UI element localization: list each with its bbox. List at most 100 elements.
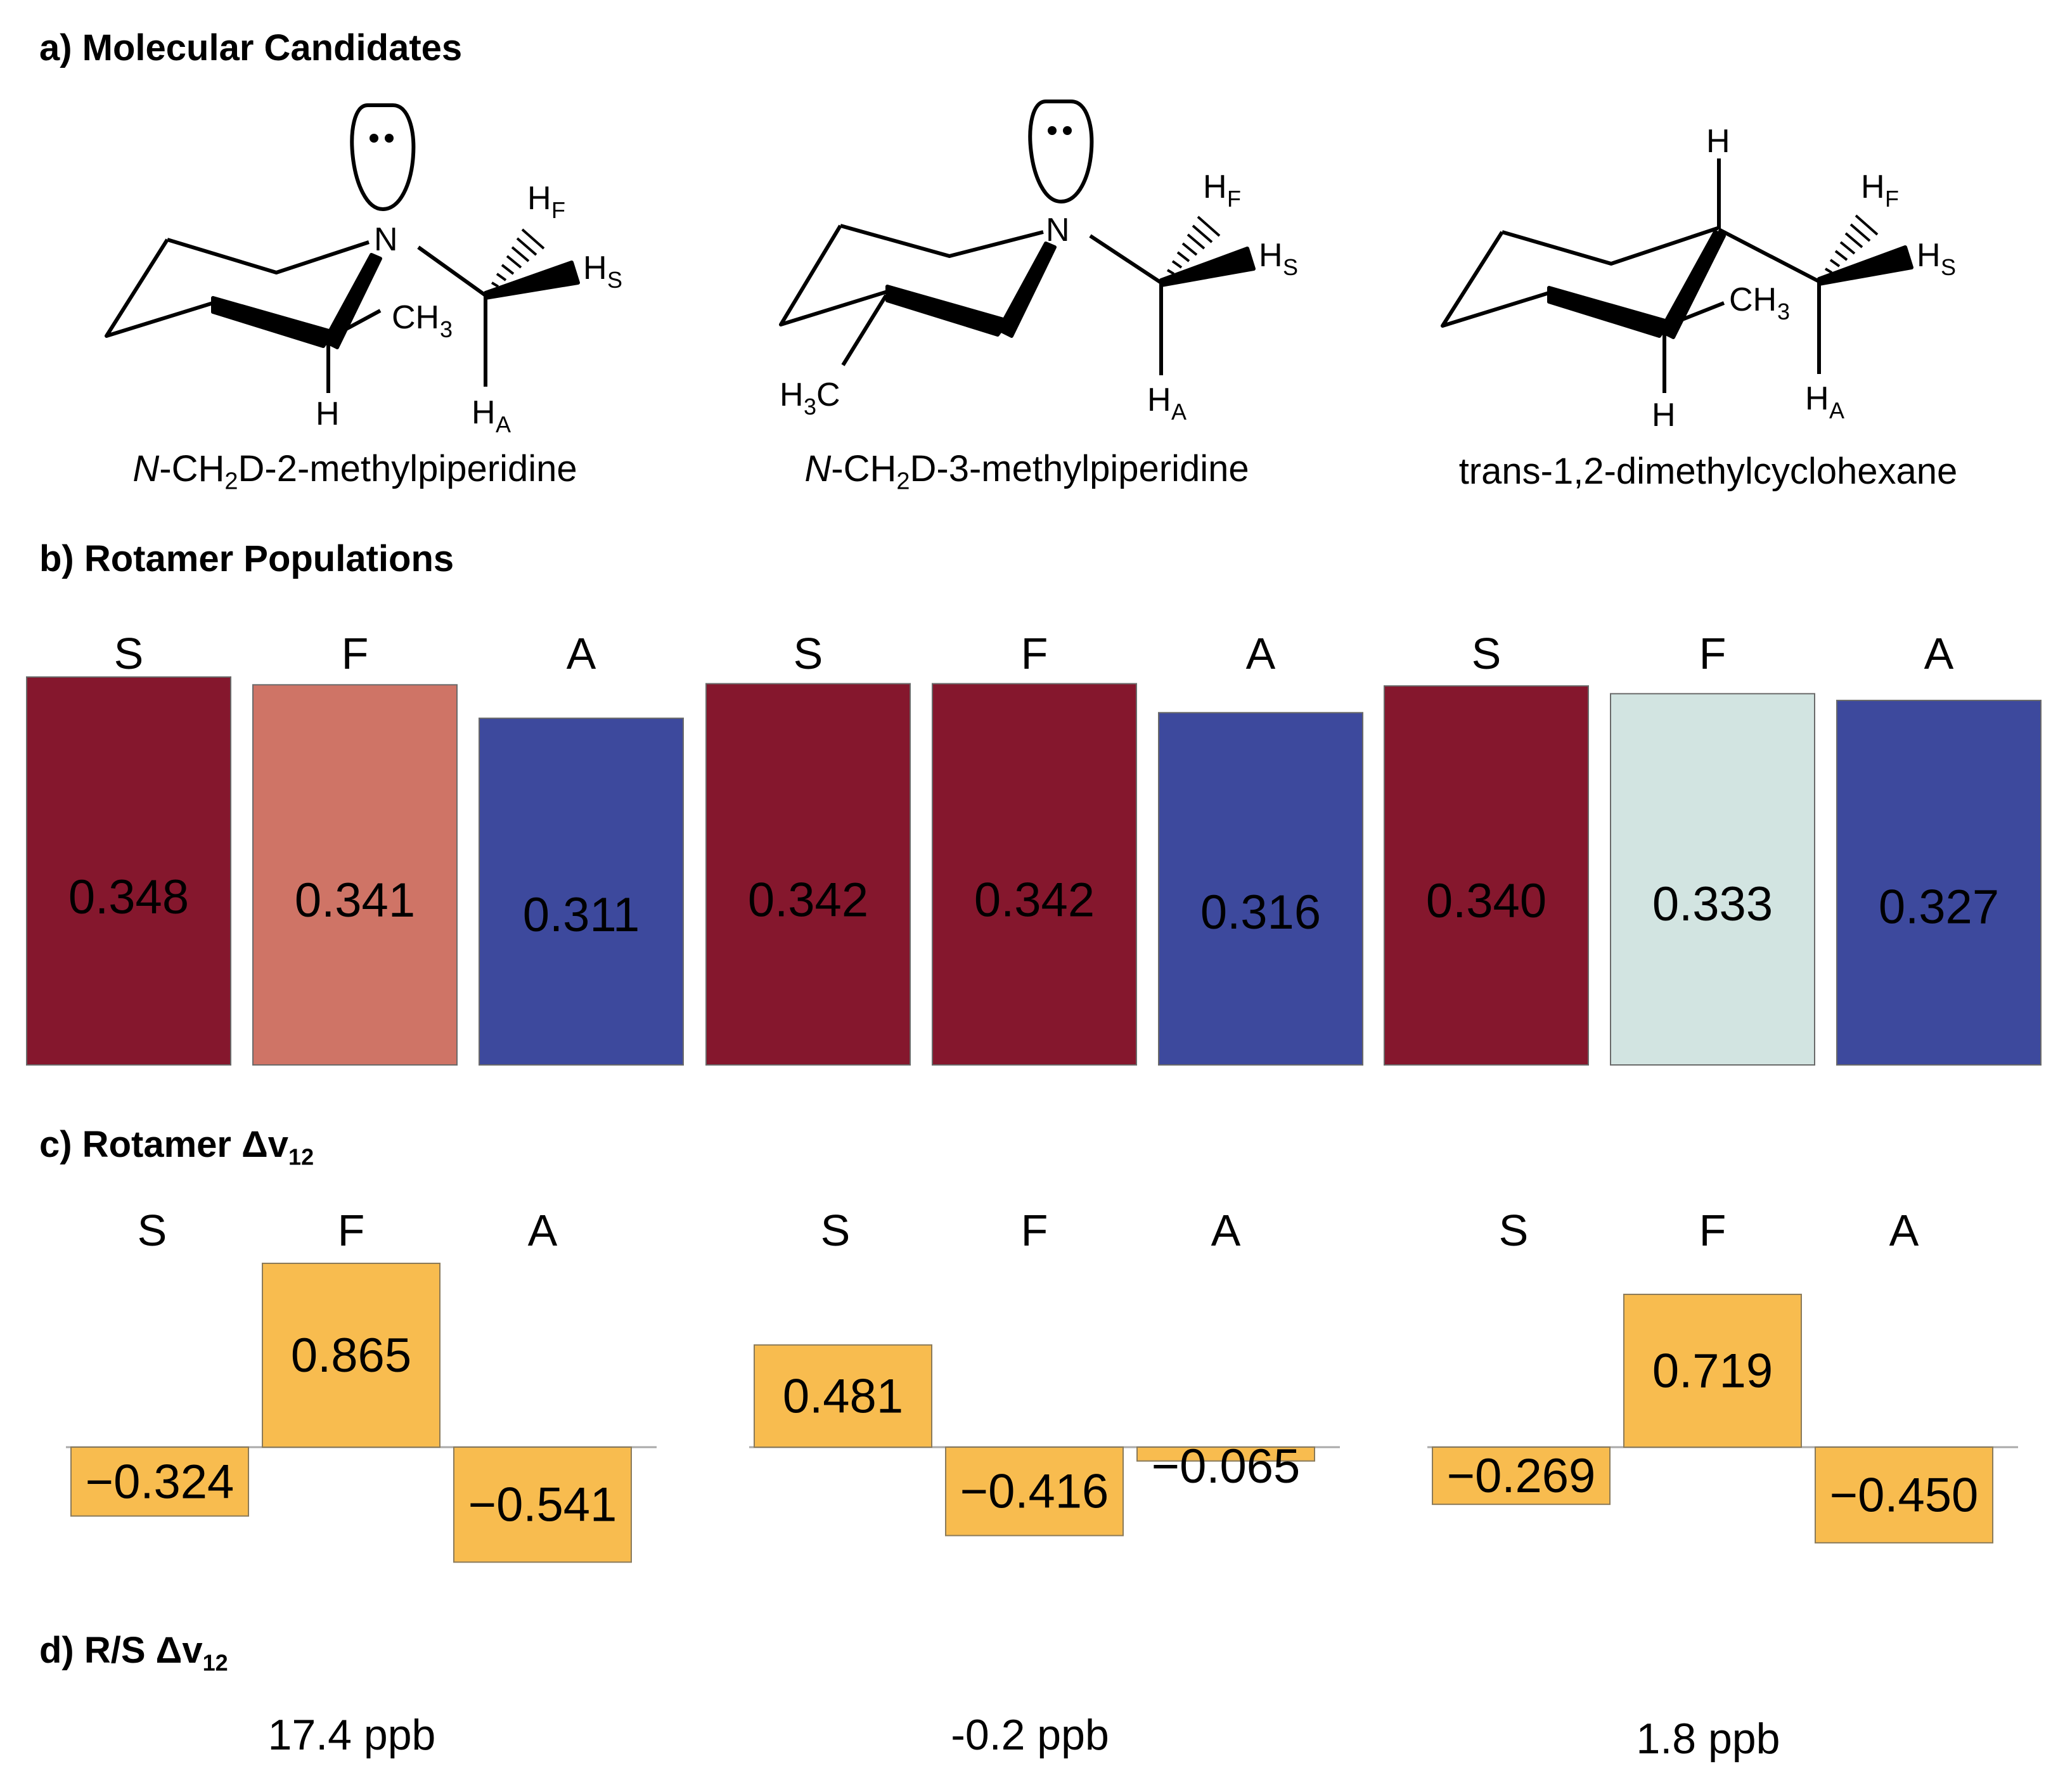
molecule-name-1-a: -CH	[159, 448, 225, 489]
atom-label: H	[583, 250, 607, 287]
wedge-bond	[997, 242, 1057, 338]
delta-bar	[945, 1447, 1124, 1537]
atom-label: H	[1652, 397, 1676, 434]
delta-category-label: F	[338, 1206, 365, 1255]
population-bar	[1836, 699, 2042, 1066]
population-bar	[1384, 685, 1589, 1066]
atom-label: A	[1171, 399, 1187, 425]
population-value-label: 0.311	[523, 888, 640, 942]
methyl-bond	[1668, 301, 1725, 326]
population-category-label: S	[114, 629, 144, 678]
delta-bar	[1623, 1293, 1802, 1448]
wedge-bond	[1659, 230, 1726, 339]
atom-label: H	[527, 180, 551, 217]
rs-delta-value-2: -0.2 ppb	[951, 1711, 1109, 1759]
atom-label: 3	[440, 316, 453, 342]
wedge-bond	[323, 253, 382, 349]
atom-label: F	[1885, 186, 1899, 212]
lone-pair-dot	[1063, 126, 1072, 135]
delta-value-label: −0.541	[468, 1478, 617, 1532]
delta-value-label: −0.324	[86, 1455, 235, 1509]
wedge-h-s	[484, 261, 580, 300]
atom-label: CH	[392, 299, 439, 336]
ring-bond	[779, 224, 888, 326]
c-c-bond	[1718, 228, 1820, 283]
methyl-bond	[841, 294, 888, 366]
population-bar	[1610, 693, 1815, 1066]
molecule-name-2-b: D-3-methylpiperidine	[910, 448, 1249, 489]
molecule-3-structure: H H CH 3 H F H S H A	[1441, 123, 1956, 434]
panel-d-sub: 12	[202, 1649, 228, 1676]
atom-label: H	[1861, 169, 1885, 205]
atom-label: A	[1829, 397, 1844, 423]
methyl-bond	[332, 309, 382, 338]
delta-category-label: F	[1699, 1206, 1727, 1255]
delta-category-label: A	[1889, 1206, 1919, 1255]
lone-pair-dot	[1048, 126, 1057, 135]
population-category-label: S	[794, 629, 823, 678]
atom-label: H	[316, 396, 340, 432]
molecule-name-1-italic: N	[132, 448, 160, 489]
delta-bar	[453, 1447, 632, 1563]
atom-label: H	[1147, 382, 1171, 418]
atom-label: H	[780, 377, 804, 413]
delta-category-label: F	[1021, 1206, 1048, 1255]
atom-label: 3	[1777, 299, 1790, 325]
panel-b-title: b) Rotamer Populations	[39, 538, 454, 579]
delta-category-label: S	[1499, 1206, 1529, 1255]
molecule-name-2-a: -CH	[831, 448, 897, 489]
wedge-h-s	[1817, 245, 1913, 286]
delta-bar	[1432, 1447, 1611, 1505]
ring-bond	[105, 238, 214, 338]
atom-label: A	[496, 411, 511, 437]
atom-label: N	[374, 221, 398, 258]
population-category-label: F	[342, 629, 369, 678]
atom-label: C	[816, 377, 840, 413]
atom-label: H	[1259, 237, 1283, 274]
ring-bond	[167, 238, 370, 274]
population-category-label: A	[1924, 629, 1954, 678]
molecule-name-2-sub: 2	[896, 468, 910, 495]
population-category-label: F	[1021, 629, 1048, 678]
delta-bar	[1815, 1447, 1993, 1544]
molecule-name-3: trans-1,2-dimethylcyclohexane	[1391, 450, 2025, 493]
n-c-bond	[417, 245, 487, 297]
panel-d-delta: Δv	[155, 1630, 203, 1671]
wedge-bond	[885, 285, 1010, 337]
delta-bar	[754, 1344, 932, 1448]
panel-c-sub: 12	[288, 1144, 314, 1170]
delta-bar	[70, 1447, 249, 1517]
population-value-label: 0.340	[1426, 874, 1547, 928]
delta-value-label: −0.450	[1830, 1468, 1979, 1522]
atom-label: H	[1917, 237, 1941, 274]
delta-category-label: S	[821, 1206, 851, 1255]
ring-bond	[1441, 231, 1550, 328]
molecule-name-1-sub: 2	[224, 468, 238, 495]
atom-label: H	[1706, 123, 1730, 160]
population-bar	[1158, 712, 1363, 1066]
population-bar	[252, 684, 458, 1066]
ring-bond	[1502, 226, 1718, 266]
panel-c-delta: Δv	[241, 1124, 289, 1165]
atom-label: 3	[804, 394, 816, 420]
atom-label: H	[1805, 380, 1829, 417]
wedge-h-s	[1159, 247, 1256, 287]
delta-category-label: S	[138, 1206, 167, 1255]
molecule-name-1-b: D-2-methylpiperidine	[238, 448, 577, 489]
panel-d-title: d) R/S Δv12	[39, 1629, 228, 1677]
population-bar	[705, 683, 911, 1066]
atom-label: F	[551, 197, 565, 223]
molecular-structures: N CH 3 H H F H S H A N	[105, 100, 1956, 437]
n-c-bond	[1089, 234, 1162, 285]
population-category-label: A	[1246, 629, 1276, 678]
population-bar	[932, 683, 1137, 1066]
atom-label: H	[472, 394, 496, 431]
delta-category-label: A	[1211, 1206, 1241, 1255]
delta-value-label: −0.065	[1152, 1440, 1301, 1493]
molecule-2-structure: N H 3 C H F H S H A	[779, 100, 1298, 425]
lone-pair-orbital-1	[350, 103, 416, 211]
lone-pair-dot	[370, 134, 378, 143]
molecule-name-3-a: trans-1,2-dimethylcyclohexane	[1458, 451, 1958, 492]
atom-label: S	[1941, 254, 1956, 280]
